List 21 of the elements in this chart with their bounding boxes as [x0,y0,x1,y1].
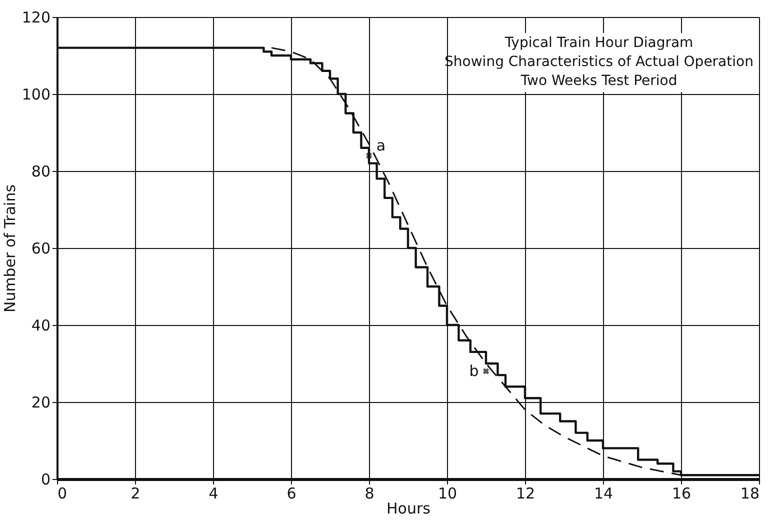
x-tick-label: 16 [672,484,692,502]
x-tick-label: 4 [208,484,218,502]
x-tick-label: 8 [364,484,374,502]
y-tick-label: 100 [22,86,50,104]
x-tick-label: 2 [130,484,140,502]
y-tick-label: 60 [31,240,50,258]
y-tick-label: 0 [40,470,50,488]
annotation: a [376,136,386,155]
x-tick-label: 12 [516,484,536,502]
x-axis-title: Hours [386,500,431,518]
y-tick-label: 120 [22,8,50,26]
y-tick-label: 80 [31,162,50,180]
x-tick-label: 14 [594,484,614,502]
x-tick-label: 10 [438,484,458,502]
x-tick-label: 0 [58,484,68,502]
y-tick-label: 40 [31,316,50,334]
x-tick-label: 18 [740,484,760,502]
y-axis-title: Number of Trains [0,184,19,313]
x-tick-label: 6 [286,484,296,502]
y-tick-label: 20 [31,394,50,412]
annotation: b [469,362,479,380]
